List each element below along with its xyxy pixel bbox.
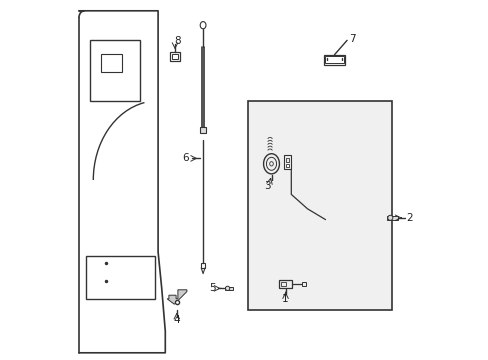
Bar <box>201 263 204 268</box>
Bar <box>101 54 122 72</box>
Bar <box>224 287 232 290</box>
Bar <box>89 40 140 101</box>
Bar <box>285 158 288 162</box>
Bar <box>170 52 180 61</box>
Bar <box>86 256 154 299</box>
Polygon shape <box>167 290 186 304</box>
Text: 4: 4 <box>173 315 180 325</box>
Bar <box>302 282 305 286</box>
Bar <box>284 155 290 169</box>
Circle shape <box>387 215 392 220</box>
Bar <box>325 56 343 63</box>
Circle shape <box>225 286 229 291</box>
Text: 1: 1 <box>282 294 288 304</box>
Bar <box>285 164 288 167</box>
Bar <box>247 101 391 310</box>
Text: 7: 7 <box>348 34 355 44</box>
Text: 8: 8 <box>174 36 181 46</box>
Bar <box>280 282 285 286</box>
Bar <box>171 54 178 59</box>
Text: 3: 3 <box>264 181 270 192</box>
Bar <box>386 216 397 220</box>
Text: 5: 5 <box>209 283 215 293</box>
Bar <box>323 55 345 65</box>
Text: 6: 6 <box>182 153 188 163</box>
Bar <box>278 280 292 288</box>
Text: 2: 2 <box>405 213 411 223</box>
Bar <box>200 127 205 133</box>
